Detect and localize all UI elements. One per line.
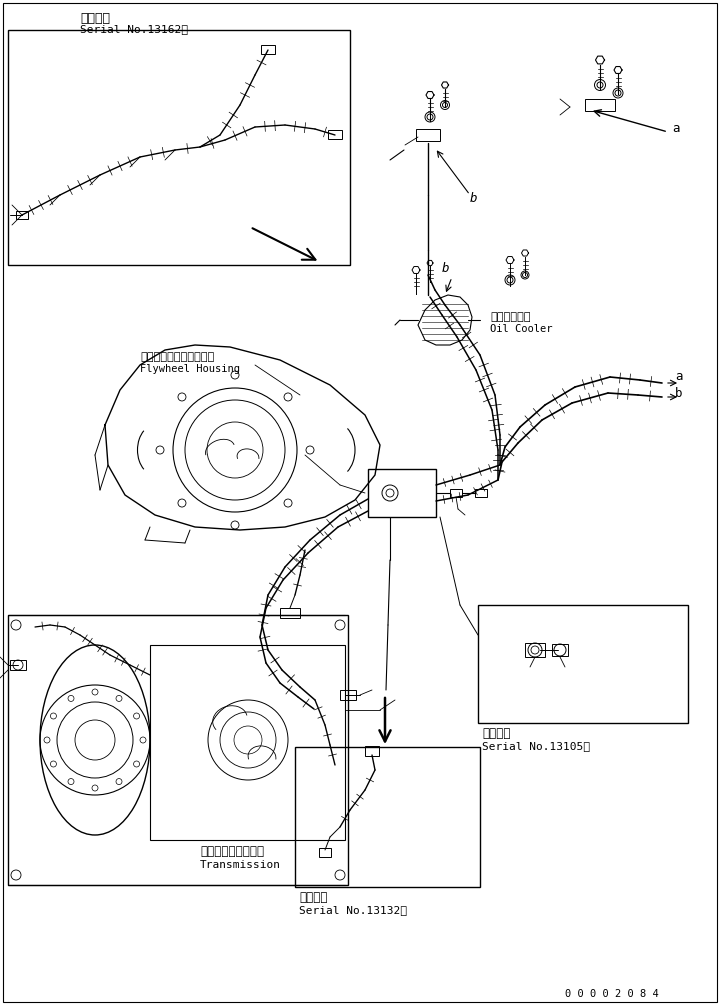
Text: トランスミッション: トランスミッション — [200, 845, 264, 858]
Bar — [525, 643, 545, 657]
Bar — [585, 99, 615, 111]
Bar — [368, 469, 436, 517]
Bar — [475, 489, 487, 497]
Text: b: b — [442, 262, 449, 275]
Bar — [478, 605, 688, 723]
Bar — [295, 747, 480, 887]
Text: b: b — [675, 387, 683, 400]
Text: 適用号機: 適用号機 — [299, 891, 328, 905]
Bar — [8, 615, 348, 885]
Text: Serial No.13162～: Serial No.13162～ — [80, 24, 188, 34]
Text: a: a — [675, 370, 683, 383]
Text: Transmission: Transmission — [200, 860, 281, 870]
Text: フライホイルハウジング: フライホイルハウジング — [140, 352, 215, 362]
Bar — [16, 211, 28, 219]
Text: オイルクーラ: オイルクーラ — [490, 312, 531, 322]
Bar — [8, 30, 350, 265]
Bar — [552, 644, 568, 656]
Bar — [150, 645, 345, 840]
Bar — [319, 848, 331, 857]
Bar — [10, 660, 26, 670]
Bar — [261, 45, 275, 54]
Bar — [450, 489, 462, 497]
Text: Serial No.13132～: Serial No.13132～ — [299, 904, 407, 915]
Bar — [328, 130, 342, 139]
Text: 0 0 0 0 2 0 8 4: 0 0 0 0 2 0 8 4 — [565, 989, 659, 999]
Text: Oil Cooler: Oil Cooler — [490, 324, 552, 334]
Text: 適用号機: 適用号機 — [80, 12, 110, 25]
Bar — [280, 608, 300, 618]
Text: b: b — [470, 192, 477, 205]
Bar — [416, 129, 440, 141]
Text: Flywheel Housing: Flywheel Housing — [140, 364, 240, 374]
Bar — [365, 746, 379, 756]
Text: 適用号機: 適用号機 — [482, 727, 510, 740]
Text: a: a — [672, 122, 680, 135]
Text: Serial No.13105～: Serial No.13105～ — [482, 741, 590, 751]
Bar — [340, 690, 356, 700]
